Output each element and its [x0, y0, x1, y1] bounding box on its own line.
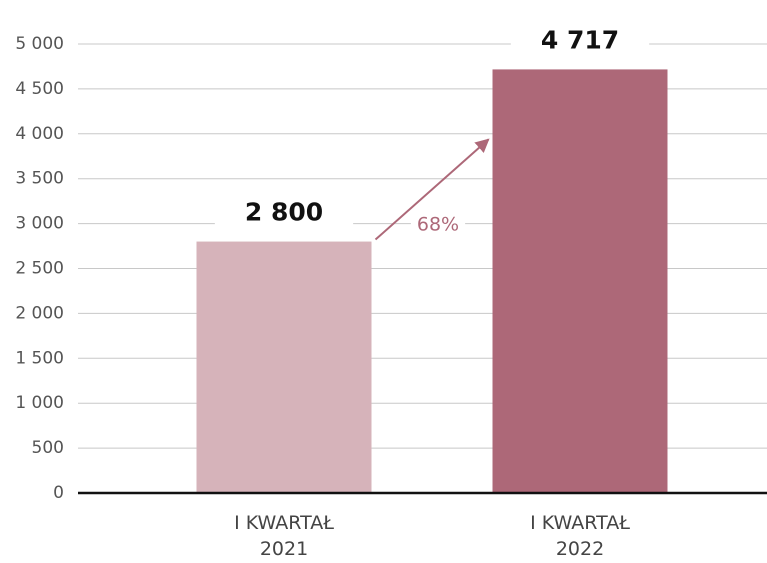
y-tick-label: 2 000 — [15, 303, 64, 323]
annotation: 68% — [417, 214, 459, 236]
y-tick-label: 1 500 — [15, 348, 64, 368]
x-tick-label: I KWARTAŁ 2021 — [234, 512, 334, 560]
y-tick-label: 2 500 — [15, 259, 64, 279]
y-tick-label: 4 500 — [15, 79, 64, 99]
value-label: 2 800 — [245, 198, 323, 227]
y-tick-label: 1 000 — [15, 393, 64, 413]
y-tick-label: 500 — [32, 438, 64, 458]
y-tick-label: 3 000 — [15, 214, 64, 234]
bar — [196, 241, 372, 493]
value-label: 4 717 — [541, 25, 619, 54]
x-tick-label: I KWARTAŁ 2022 — [530, 512, 630, 560]
y-tick-label: 5 000 — [15, 34, 64, 54]
bar — [492, 69, 668, 494]
y-tick-label: 4 000 — [15, 124, 64, 144]
label-background — [214, 193, 354, 231]
y-tick-label: 0 — [53, 483, 64, 503]
label-background — [510, 21, 650, 59]
label-background — [410, 209, 466, 240]
y-tick-label: 3 500 — [15, 169, 64, 189]
arrow — [374, 138, 490, 241]
